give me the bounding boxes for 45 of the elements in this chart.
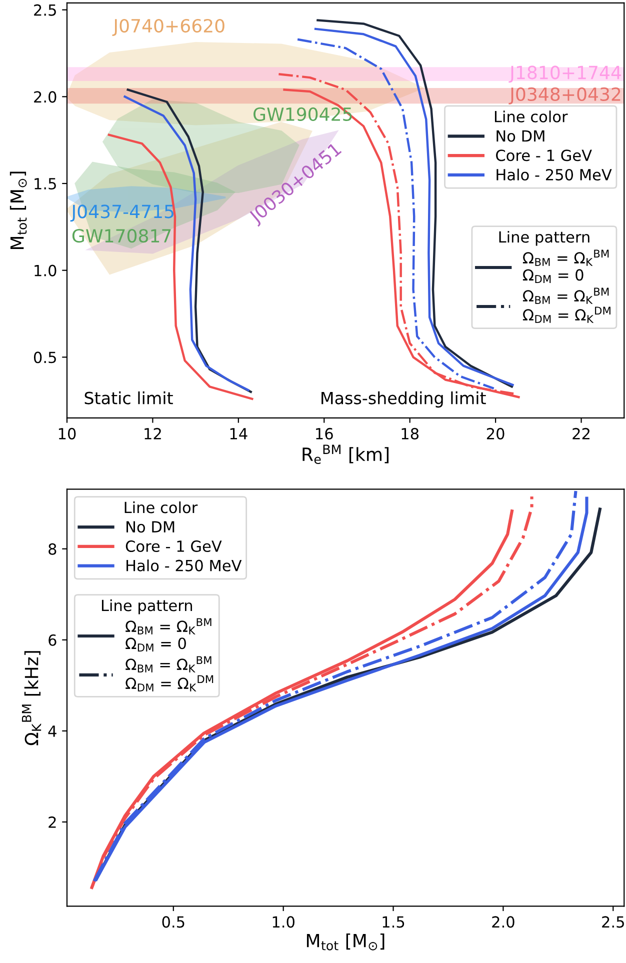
legend-label: Halo - 250 MeV: [126, 560, 242, 572]
x-tick-label: 1.0: [272, 916, 294, 928]
legend-label: Core - 1 GeV: [496, 150, 592, 162]
annotation: J0740+6620: [112, 18, 224, 36]
y-tick-label: 2.0: [34, 91, 56, 103]
band-label: J0348+0432: [508, 87, 620, 104]
y-tick-label: 4: [48, 726, 56, 737]
y-tick-label: 1.0: [34, 264, 56, 276]
legend-title: Line color: [494, 110, 568, 122]
x-axis-title: R$_{e}$$^{BM}$ [km]: [302, 444, 389, 464]
x-tick-label: 2.5: [602, 916, 624, 928]
text: Ω$_{BM}$ = Ω$_{K}$$^{BM}$ Ω$_{DM}$ = Ω$_{K}$$^{DM}$: [126, 656, 214, 692]
x-tick-label: 1.5: [382, 916, 404, 928]
legend-title: Line color: [124, 501, 198, 514]
x-tick-label: 22: [572, 428, 590, 440]
annotation: J0437-4715: [70, 204, 174, 222]
x-tick-label: 10: [58, 428, 76, 440]
y-tick-label: 2.5: [34, 4, 56, 16]
y-axis-title: M$_{tot}$ [M$_{⊙}$]: [10, 172, 27, 249]
annotation: Line pattern: [102, 599, 192, 614]
x-tick-label: 20: [486, 428, 504, 440]
band-label: J1810+1744: [508, 66, 621, 83]
annotation: Static limit: [84, 391, 173, 404]
x-tick-label: 2.0: [492, 916, 514, 928]
y-tick-label: 8: [48, 543, 56, 555]
y-tick-label: 6: [48, 634, 56, 646]
legend-label: Halo - 250 MeV: [496, 168, 612, 181]
y-tick-label: 1.5: [34, 178, 56, 190]
x-tick-label: 16: [316, 428, 333, 440]
annotation: Mass-shedding limit: [322, 391, 486, 408]
x-axis-title: M$_{tot}$ [M$_{⊙}$]: [306, 933, 384, 950]
x-tick-label: 12: [144, 428, 161, 440]
y-axis-title: Ω$_{K}$$^{BM}$ [kHz]: [22, 651, 42, 746]
y-tick-label: 2: [48, 816, 56, 828]
x-tick-label: 0.5: [162, 916, 184, 928]
text: Ω$_{BM}$ = Ω$_{K}$$^{BM}$ Ω$_{DM}$ = Ω$_{K}$$^{DM}$: [522, 288, 610, 323]
x-tick-label: 18: [402, 428, 419, 440]
y-tick-label: 0.5: [34, 352, 56, 364]
legend-label: No DM: [496, 130, 544, 142]
x-tick-label: 14: [230, 428, 248, 440]
legend-label: Core - 1 GeV: [126, 540, 222, 552]
legend-label: No DM: [126, 521, 174, 533]
annotation: Line pattern: [499, 230, 590, 246]
text: Ω$_{BM}$ = Ω$_{K}$$^{BM}$ Ω$_{DM}$ = 0: [126, 618, 212, 652]
text: Ω$_{BM}$ = Ω$_{K}$$^{BM}$ Ω$_{DM}$ = 0: [522, 250, 609, 283]
